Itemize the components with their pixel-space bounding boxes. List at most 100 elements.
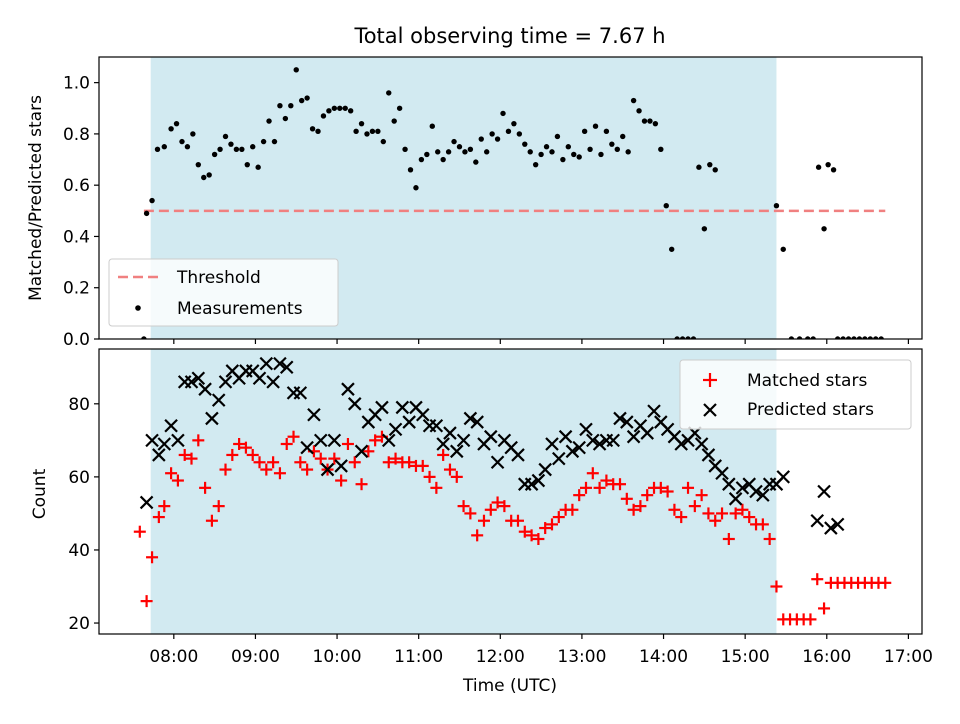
measurement-point <box>592 123 599 129</box>
measurement-point <box>304 95 310 101</box>
legend-measurements-swatch <box>135 305 141 311</box>
top-y-axis: 0.0 0.2 0.4 0.6 0.8 1.0 <box>63 74 99 350</box>
measurement-point <box>456 144 463 150</box>
matched-point <box>246 448 259 461</box>
measurement-point <box>309 126 316 132</box>
predicted-point <box>381 433 396 448</box>
measurement-point <box>489 131 495 137</box>
measurement-point <box>571 151 577 158</box>
bottom-y-axis: 20 40 60 80 <box>68 395 99 634</box>
matched-point <box>314 452 327 465</box>
matched-point <box>152 511 165 524</box>
measurement-point <box>603 128 610 135</box>
measurement-point <box>391 118 397 124</box>
bottom-series-predicted-stars <box>139 356 845 535</box>
matched-point <box>287 430 300 443</box>
measurement-point <box>293 67 299 73</box>
predicted-point <box>354 444 369 459</box>
matched-point <box>192 434 205 447</box>
bottom-legend-box <box>679 359 912 430</box>
predicted-point <box>164 418 178 433</box>
x-tick-label: 13:00 <box>557 647 606 667</box>
matched-point <box>763 533 776 545</box>
measurement-point <box>143 210 150 217</box>
predicted-point <box>586 433 600 448</box>
x-tick-label: 12:00 <box>476 647 525 667</box>
y-tick-label: 0.2 <box>63 279 90 299</box>
predicted-point <box>139 495 154 510</box>
matched-point <box>423 470 436 483</box>
measurement-point <box>707 161 713 168</box>
matched-point <box>539 522 552 535</box>
measurement-point <box>821 226 827 232</box>
matched-point <box>879 576 892 589</box>
measurement-point <box>358 120 365 127</box>
measurement-point <box>418 156 425 163</box>
matched-point <box>511 514 524 527</box>
predicted-point <box>592 437 607 451</box>
measurement-point <box>282 115 289 122</box>
top-legend-box <box>108 258 339 327</box>
bottom-marks <box>133 356 892 626</box>
predicted-point <box>415 407 430 422</box>
predicted-point <box>810 513 825 528</box>
measurement-point <box>201 174 207 181</box>
measurement-point <box>337 105 343 111</box>
predicted-point <box>538 462 552 477</box>
measurement-point <box>581 128 588 135</box>
measurement-point <box>845 336 852 339</box>
measurement-point <box>825 161 831 168</box>
bottom-panel: 20 40 60 80 08:00 09:00 10:00 11:00 12:00 13:00 14… <box>68 348 933 667</box>
measurement-point <box>815 164 822 170</box>
measurement-point <box>647 118 653 124</box>
predicted-point <box>565 444 580 459</box>
predicted-point <box>375 400 389 415</box>
matched-point <box>260 463 273 476</box>
predicted-point <box>449 444 464 459</box>
legend-measurements-label: Measurements <box>177 299 303 319</box>
matched-point <box>729 507 742 520</box>
measurement-point <box>834 336 841 339</box>
x-tick-label: 08:00 <box>149 647 198 667</box>
predicted-point <box>647 404 661 418</box>
predicted-point <box>157 437 172 451</box>
predicted-point <box>436 437 450 451</box>
predicted-point <box>145 433 159 448</box>
measurement-point <box>538 151 544 158</box>
measurement-point <box>840 336 846 339</box>
predicted-point <box>320 462 335 477</box>
matched-point <box>389 452 402 465</box>
matched-point <box>382 456 395 469</box>
measurement-point <box>141 336 147 339</box>
matched-point <box>355 478 368 491</box>
matched-point <box>171 474 184 487</box>
matched-point <box>811 573 824 586</box>
measurement-point <box>320 113 327 119</box>
predicted-point <box>483 429 498 444</box>
measurement-point <box>445 149 452 155</box>
matched-point <box>443 463 456 476</box>
matched-point <box>430 481 443 494</box>
predicted-point <box>388 422 403 437</box>
matched-point <box>654 481 667 494</box>
measurement-point <box>796 336 803 339</box>
predicted-point <box>722 477 736 491</box>
predicted-point <box>701 448 716 462</box>
matched-point <box>348 456 361 469</box>
bottom-y-axis-label: Count <box>30 468 50 519</box>
measurement-point <box>636 108 642 114</box>
measurement-point <box>625 149 631 155</box>
measurement-point <box>527 149 533 155</box>
predicted-point <box>205 411 219 426</box>
matched-point <box>593 481 606 494</box>
measurement-point <box>298 97 305 104</box>
measurement-point <box>255 164 261 170</box>
matched-point <box>133 525 146 538</box>
measurement-point <box>701 226 708 232</box>
measurement-point <box>149 197 155 204</box>
top-axes-frame <box>98 56 923 340</box>
measurement-point <box>451 138 457 145</box>
measurement-point <box>598 151 604 158</box>
matched-point <box>403 456 416 469</box>
measurement-point <box>250 144 256 150</box>
